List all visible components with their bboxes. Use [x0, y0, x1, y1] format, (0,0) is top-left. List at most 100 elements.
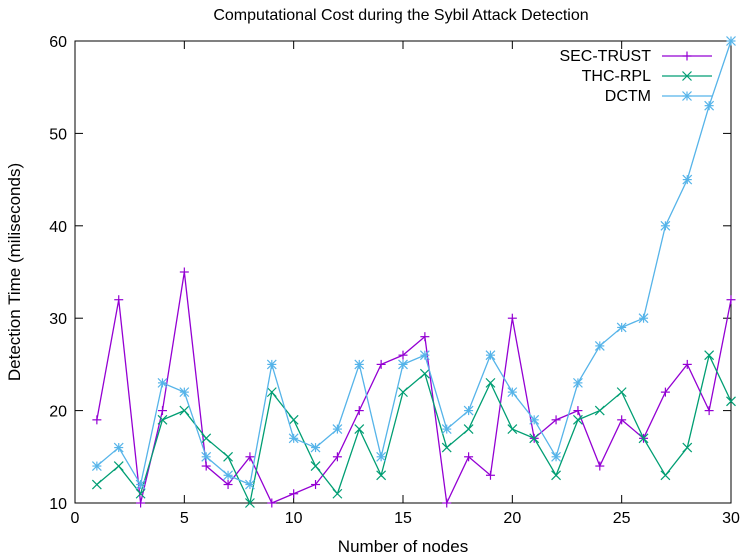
- legend-entry: SEC-TRUST: [559, 48, 712, 65]
- series-dctm: [91, 36, 736, 490]
- data-point: [420, 332, 430, 342]
- data-point: [267, 498, 277, 508]
- data-point: [594, 405, 605, 416]
- data-point: [507, 387, 518, 398]
- data-point: [442, 498, 452, 508]
- data-point: [289, 489, 299, 499]
- series-line: [96, 271, 732, 506]
- data-point: [573, 406, 583, 416]
- legend-label: SEC-TRUST: [559, 48, 651, 65]
- plot-frame: [74, 40, 732, 504]
- x-tick-label: 0: [71, 510, 80, 527]
- data-point: [704, 350, 715, 361]
- data-point: [245, 498, 255, 508]
- data-point: [485, 350, 496, 361]
- data-point: [463, 424, 474, 435]
- series-layer: [91, 36, 736, 508]
- data-point: [354, 406, 364, 416]
- chart-title: Computational Cost during the Sybil Atta…: [213, 7, 588, 24]
- data-point: [551, 451, 561, 462]
- data-point: [704, 406, 714, 416]
- axes: 0 5 10 15 20 25 30 10 20 30 40 50 60: [49, 34, 740, 527]
- data-point: [245, 479, 255, 490]
- data-point: [376, 359, 386, 369]
- data-point: [376, 451, 387, 462]
- legend-marker: [682, 71, 692, 81]
- data-point: [551, 415, 561, 425]
- data-point: [616, 387, 627, 398]
- data-point: [441, 442, 452, 453]
- data-point: [135, 479, 146, 490]
- data-point: [616, 322, 627, 333]
- series-sec-trust: [92, 267, 736, 508]
- legend-marker: [682, 91, 692, 101]
- data-point: [332, 424, 343, 435]
- data-point: [638, 313, 649, 324]
- data-point: [179, 387, 190, 398]
- data-point: [157, 406, 167, 416]
- data-point: [419, 368, 430, 379]
- data-point: [223, 451, 233, 462]
- data-point: [311, 480, 321, 490]
- data-point: [354, 424, 365, 435]
- data-point: [223, 480, 233, 490]
- series-thc-rpl: [91, 350, 736, 508]
- data-point: [179, 405, 190, 416]
- data-point: [91, 479, 102, 490]
- data-point: [463, 405, 474, 416]
- data-point: [573, 414, 583, 425]
- data-point: [92, 415, 102, 425]
- data-point: [464, 452, 474, 462]
- x-tick-label: 5: [180, 510, 189, 527]
- data-point: [157, 414, 168, 425]
- data-point: [179, 267, 189, 277]
- data-point: [507, 313, 517, 323]
- data-point: [551, 470, 561, 481]
- x-tick-label: 30: [722, 510, 740, 527]
- data-point: [91, 461, 102, 471]
- data-point: [726, 396, 736, 407]
- y-tick-label: 40: [49, 219, 67, 236]
- x-tick-label: 25: [613, 510, 631, 527]
- y-tick-label: 60: [49, 34, 67, 51]
- data-point: [529, 433, 540, 444]
- data-point: [136, 498, 146, 508]
- data-point: [288, 433, 299, 444]
- data-point: [682, 174, 693, 185]
- legend: SEC-TRUST THC-RPL DCTM: [559, 48, 712, 105]
- data-point: [485, 377, 496, 388]
- data-point: [310, 442, 321, 453]
- data-point: [617, 415, 627, 425]
- x-tick-label: 15: [394, 510, 412, 527]
- y-tick-label: 20: [49, 404, 67, 421]
- data-point: [660, 387, 670, 397]
- x-tick-label: 20: [503, 510, 521, 527]
- y-tick-label: 30: [49, 311, 67, 328]
- data-point: [332, 488, 343, 499]
- data-point: [704, 100, 715, 111]
- data-point: [113, 442, 124, 453]
- y-axis-label: Detection Time (miliseconds): [5, 163, 24, 381]
- x-tick-label: 10: [285, 510, 303, 527]
- legend-label: DCTM: [605, 88, 651, 105]
- data-point: [266, 359, 277, 370]
- data-point: [529, 414, 540, 425]
- x-axis-label: Number of nodes: [338, 537, 468, 556]
- data-point: [354, 359, 365, 370]
- legend-entry: THC-RPL: [582, 68, 712, 85]
- y-tick-label: 50: [49, 126, 67, 143]
- data-point: [135, 488, 146, 499]
- data-point: [726, 36, 736, 46]
- data-point: [595, 461, 605, 471]
- data-point: [398, 350, 408, 360]
- data-point: [201, 451, 212, 462]
- data-point: [266, 387, 277, 398]
- data-point: [201, 433, 212, 444]
- data-point: [419, 350, 430, 361]
- data-point: [310, 461, 321, 471]
- data-point: [660, 470, 671, 481]
- data-point: [660, 220, 671, 231]
- data-point: [441, 424, 452, 435]
- data-point: [332, 452, 342, 462]
